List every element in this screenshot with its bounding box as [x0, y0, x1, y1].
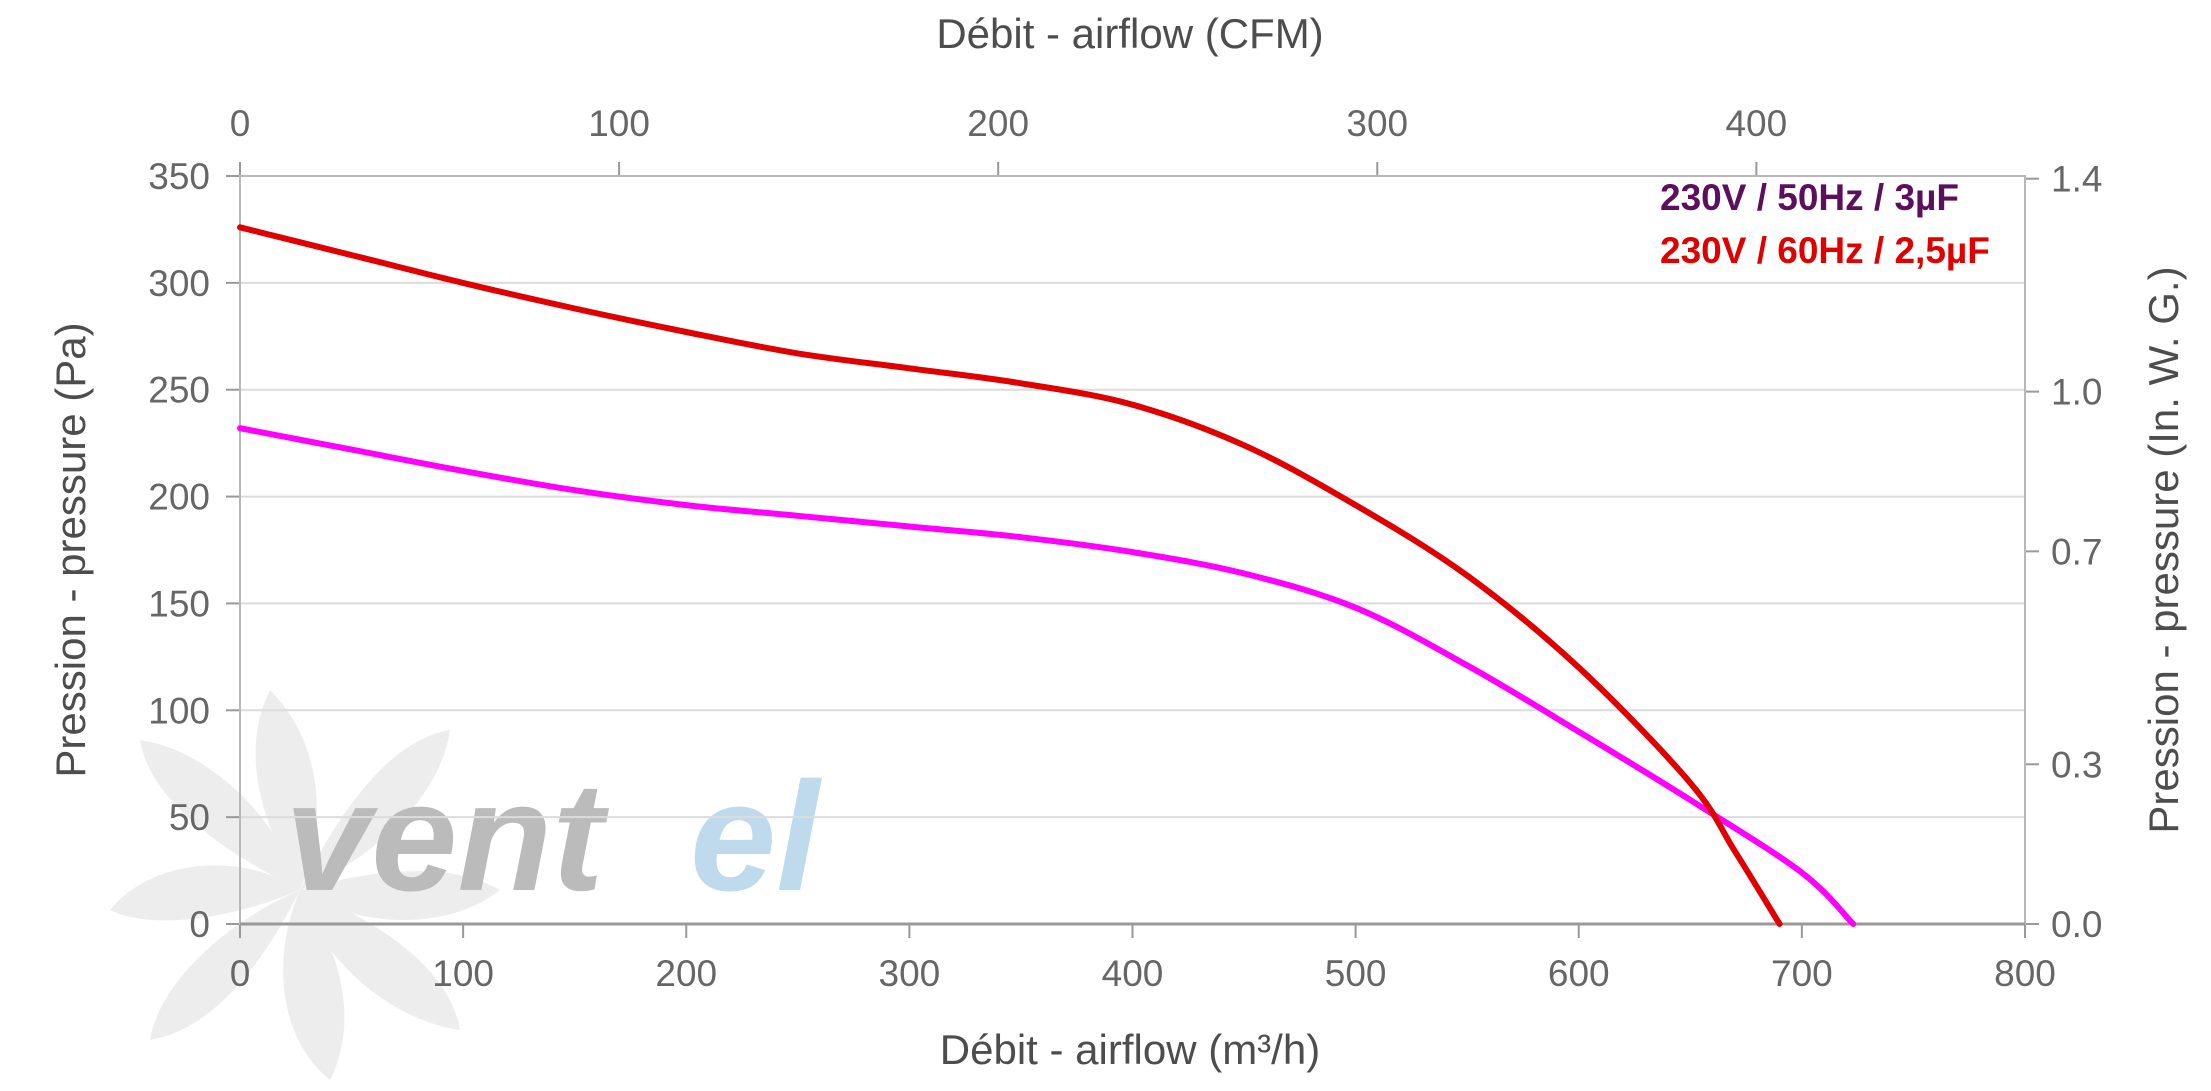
- y-tick-label: 0: [189, 904, 210, 945]
- x-tick-label: 600: [1548, 953, 1610, 994]
- y-tick-label: 200: [148, 477, 210, 518]
- watermark-text-light: el: [690, 750, 822, 923]
- x-top-tick-label: 0: [230, 103, 251, 144]
- x-tick-label: 200: [655, 953, 717, 994]
- x-top-tick-label: 300: [1346, 103, 1408, 144]
- x-tick-label: 400: [1102, 953, 1164, 994]
- x-tick-label: 700: [1771, 953, 1833, 994]
- x-tick-label: 0: [230, 953, 251, 994]
- x-tick-label: 100: [432, 953, 494, 994]
- x-top-tick-label: 400: [1725, 103, 1787, 144]
- y-axis-right-title: Pression - pressure (In. W. G.): [2140, 266, 2187, 833]
- y-tick-label: 50: [169, 797, 210, 838]
- series-line-1: [237, 224, 1783, 927]
- fan-icon: [110, 690, 500, 1080]
- y-right-tick-label: 0.3: [2051, 744, 2102, 785]
- watermark-text-dark: vent: [285, 750, 609, 923]
- y-right-tick-label: 0.7: [2051, 531, 2102, 572]
- y-tick-label: 350: [148, 156, 210, 197]
- legend-item-60hz: 230V / 60Hz / 2,5µF: [1660, 230, 1990, 271]
- legend: 230V / 50Hz / 3µF 230V / 60Hz / 2,5µF: [1660, 177, 1990, 271]
- y-tick-label: 300: [148, 263, 210, 304]
- y-right-tick-label: 1.4: [2051, 159, 2102, 200]
- x-top-tick-label: 100: [588, 103, 650, 144]
- legend-item-50hz: 230V / 50Hz / 3µF: [1660, 177, 1959, 218]
- x-top-tick-label: 200: [967, 103, 1029, 144]
- y-tick-label: 250: [148, 370, 210, 411]
- y-tick-label: 150: [148, 583, 210, 624]
- series-line-0: [237, 425, 1857, 927]
- x-axis-top-title: Débit - airflow (CFM): [936, 10, 1323, 57]
- axes: [226, 162, 2039, 938]
- y-tick-label: 100: [148, 690, 210, 731]
- x-tick-label: 300: [879, 953, 941, 994]
- watermark-logo: vent el: [110, 690, 822, 1080]
- series-layer: [237, 224, 1857, 927]
- x-tick-label: 800: [1994, 953, 2056, 994]
- y-right-tick-label: 1.0: [2051, 372, 2102, 413]
- x-axis-title: Débit - airflow (m³/h): [940, 1026, 1320, 1073]
- x-tick-label: 500: [1325, 953, 1387, 994]
- y-axis-title: Pression - pressure (Pa): [47, 322, 94, 777]
- y-right-tick-label: 0.0: [2051, 904, 2102, 945]
- tick-labels: 0 50 100 150 200 250 300 350 0 100 200 300 400 500 600…: [148, 103, 2102, 994]
